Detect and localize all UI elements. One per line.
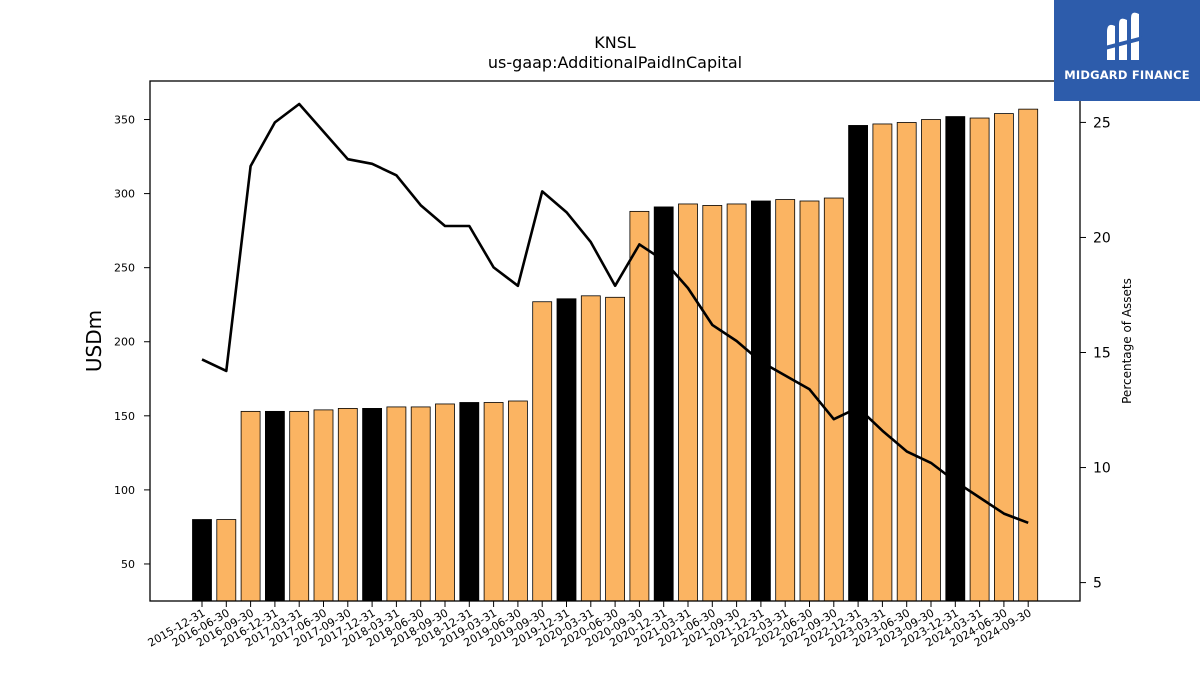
- y-tick-label: 200: [114, 336, 135, 349]
- bar: [362, 408, 383, 602]
- bar: [313, 409, 334, 602]
- bar: [799, 200, 820, 602]
- bar: [435, 403, 455, 602]
- y-tick-label: 250: [114, 262, 135, 275]
- bar: [580, 295, 601, 602]
- series-line: [201, 102, 1029, 525]
- y-axis-left: 50 100 150 200 250 300 350: [114, 114, 150, 571]
- bar: [702, 205, 723, 602]
- bar: [751, 200, 771, 602]
- bar: [605, 296, 625, 602]
- bar: [1018, 108, 1039, 602]
- bar: [726, 203, 747, 602]
- y-axis-label: USDm: [82, 310, 106, 372]
- bar: [410, 406, 431, 602]
- bar: [969, 117, 990, 602]
- bar: [337, 408, 358, 602]
- bar: [192, 519, 212, 602]
- bar: [848, 125, 868, 602]
- bar: [240, 410, 261, 602]
- bar: [507, 400, 528, 602]
- bar: [872, 123, 893, 602]
- logo-badge: MIDGARD FINANCE: [1054, 0, 1200, 101]
- bar: [483, 402, 504, 602]
- bar: [653, 206, 674, 602]
- y-tick-label: 50: [121, 558, 135, 571]
- y-axis-right: 5 10 15 20 25: [1080, 115, 1111, 592]
- bar: [823, 197, 844, 602]
- bar: [264, 410, 285, 602]
- bar: [945, 116, 966, 602]
- y-tick-label: 300: [114, 188, 135, 201]
- y-tick-label: 150: [114, 410, 135, 423]
- y-tick-label: 350: [114, 114, 135, 127]
- bar: [532, 301, 553, 602]
- bar: [216, 519, 237, 602]
- bar: [994, 113, 1014, 602]
- x-axis: 2015-12-312016-06-302016-09-302016-12-31…: [146, 601, 1034, 650]
- y-tick-label: 100: [114, 484, 135, 497]
- bar: [775, 199, 796, 602]
- chart-title: KNSL: [594, 33, 636, 52]
- bar: [556, 298, 577, 602]
- bar: [678, 203, 698, 602]
- bar: [459, 402, 480, 602]
- y2-tick-label: 15: [1093, 346, 1111, 362]
- y2-tick-label: 10: [1093, 461, 1111, 477]
- bar: [921, 119, 941, 602]
- midgard-logo-icon: [1105, 12, 1143, 61]
- bar: [289, 410, 310, 602]
- bar: [629, 210, 650, 602]
- y2-tick-label: 25: [1093, 115, 1111, 131]
- bars-group: [192, 108, 1039, 602]
- y2-tick-label: 20: [1093, 230, 1111, 246]
- chart-subtitle: us-gaap:AdditionalPaidInCapital: [488, 53, 742, 72]
- logo-text: MIDGARD FINANCE: [1064, 68, 1190, 82]
- bar: [896, 122, 917, 602]
- y2-axis-label: Percentage of Assets: [1120, 278, 1134, 404]
- y2-tick-label: 5: [1093, 576, 1102, 592]
- line-group: [201, 102, 1029, 525]
- bar: [386, 406, 407, 602]
